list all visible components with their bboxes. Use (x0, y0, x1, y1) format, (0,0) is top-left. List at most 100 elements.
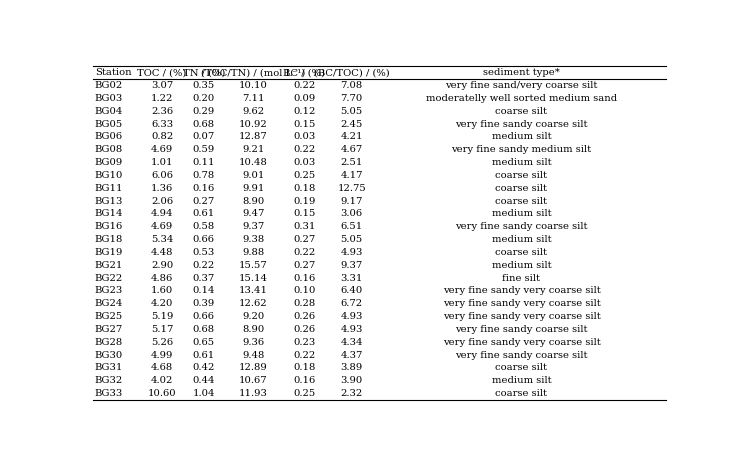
Text: 0.16: 0.16 (293, 274, 315, 282)
Text: 10.92: 10.92 (239, 119, 267, 129)
Text: 9.88: 9.88 (242, 248, 264, 257)
Text: 0.65: 0.65 (192, 338, 215, 347)
Text: 0.15: 0.15 (293, 209, 315, 219)
Text: BG27: BG27 (95, 325, 123, 334)
Text: 9.91: 9.91 (242, 184, 264, 193)
Text: 9.21: 9.21 (242, 145, 264, 154)
Text: 1.60: 1.60 (151, 286, 173, 295)
Text: 0.35: 0.35 (192, 81, 215, 90)
Text: 9.01: 9.01 (242, 171, 264, 180)
Text: 0.66: 0.66 (192, 235, 215, 244)
Text: 9.47: 9.47 (242, 209, 264, 219)
Text: 0.15: 0.15 (293, 119, 315, 129)
Text: 12.62: 12.62 (239, 299, 267, 308)
Text: 0.28: 0.28 (293, 299, 315, 308)
Text: 0.11: 0.11 (192, 158, 215, 167)
Text: 11.93: 11.93 (238, 389, 268, 398)
Text: 9.37: 9.37 (242, 222, 264, 231)
Text: 4.99: 4.99 (151, 350, 173, 360)
Text: BG04: BG04 (95, 106, 123, 116)
Text: 3.90: 3.90 (340, 376, 363, 385)
Text: BG24: BG24 (95, 299, 123, 308)
Text: 0.44: 0.44 (192, 376, 215, 385)
Text: coarse silt: coarse silt (496, 389, 548, 398)
Text: BG28: BG28 (95, 338, 123, 347)
Text: very fine sandy medium silt: very fine sandy medium silt (451, 145, 591, 154)
Text: 0.26: 0.26 (293, 325, 315, 334)
Text: 13.41: 13.41 (238, 286, 268, 295)
Text: 0.16: 0.16 (293, 376, 315, 385)
Text: 5.34: 5.34 (151, 235, 173, 244)
Text: 2.90: 2.90 (151, 261, 173, 269)
Text: coarse silt: coarse silt (496, 363, 548, 372)
Text: 3.06: 3.06 (340, 209, 363, 219)
Text: very fine sandy coarse silt: very fine sandy coarse silt (455, 119, 588, 129)
Text: 4.48: 4.48 (151, 248, 173, 257)
Text: 4.02: 4.02 (151, 376, 173, 385)
Text: 9.17: 9.17 (340, 196, 363, 206)
Text: BG08: BG08 (95, 145, 123, 154)
Text: 4.67: 4.67 (340, 145, 363, 154)
Text: 3.07: 3.07 (151, 81, 173, 90)
Text: very fine sandy very coarse silt: very fine sandy very coarse silt (443, 338, 600, 347)
Text: medium silt: medium silt (491, 235, 551, 244)
Text: moderatelly well sorted medium sand: moderatelly well sorted medium sand (426, 94, 617, 103)
Text: 0.39: 0.39 (192, 299, 215, 308)
Text: 6.33: 6.33 (151, 119, 173, 129)
Text: 0.03: 0.03 (293, 158, 315, 167)
Text: fine silt: fine silt (502, 274, 540, 282)
Text: 0.27: 0.27 (293, 235, 315, 244)
Text: 0.22: 0.22 (293, 81, 315, 90)
Text: 4.34: 4.34 (340, 338, 363, 347)
Text: BG06: BG06 (95, 132, 123, 141)
Text: 0.37: 0.37 (192, 274, 215, 282)
Text: 5.05: 5.05 (340, 235, 363, 244)
Text: very fine sand/very coarse silt: very fine sand/very coarse silt (445, 81, 598, 90)
Text: Station: Station (95, 68, 132, 77)
Text: 12.87: 12.87 (239, 132, 267, 141)
Text: 0.07: 0.07 (192, 132, 215, 141)
Text: 0.82: 0.82 (151, 132, 173, 141)
Text: 0.16: 0.16 (192, 184, 215, 193)
Text: 9.36: 9.36 (242, 338, 264, 347)
Text: 0.20: 0.20 (192, 94, 215, 103)
Text: coarse silt: coarse silt (496, 184, 548, 193)
Text: 1.04: 1.04 (192, 389, 215, 398)
Text: 4.37: 4.37 (340, 350, 363, 360)
Text: sediment type*: sediment type* (483, 68, 560, 77)
Text: 12.89: 12.89 (239, 363, 267, 372)
Text: 7.70: 7.70 (340, 94, 363, 103)
Text: 0.14: 0.14 (192, 286, 215, 295)
Text: medium silt: medium silt (491, 261, 551, 269)
Text: 0.59: 0.59 (192, 145, 215, 154)
Text: 4.86: 4.86 (151, 274, 173, 282)
Text: 2.51: 2.51 (340, 158, 363, 167)
Text: 4.69: 4.69 (151, 222, 173, 231)
Text: 7.08: 7.08 (340, 81, 363, 90)
Text: 4.20: 4.20 (151, 299, 173, 308)
Text: 9.38: 9.38 (242, 235, 264, 244)
Text: 6.72: 6.72 (340, 299, 363, 308)
Text: 6.40: 6.40 (340, 286, 363, 295)
Text: 2.32: 2.32 (340, 389, 363, 398)
Text: BG14: BG14 (95, 209, 124, 219)
Text: 12.75: 12.75 (337, 184, 366, 193)
Text: medium silt: medium silt (491, 209, 551, 219)
Text: 10.60: 10.60 (148, 389, 177, 398)
Text: BG32: BG32 (95, 376, 123, 385)
Text: 10.10: 10.10 (238, 81, 268, 90)
Text: 0.22: 0.22 (293, 350, 315, 360)
Text: very fine sandy very coarse silt: very fine sandy very coarse silt (443, 299, 600, 308)
Text: 2.06: 2.06 (151, 196, 173, 206)
Text: 4.21: 4.21 (340, 132, 363, 141)
Text: 0.66: 0.66 (192, 312, 215, 321)
Text: 15.57: 15.57 (239, 261, 267, 269)
Text: 5.19: 5.19 (151, 312, 173, 321)
Text: 9.37: 9.37 (340, 261, 363, 269)
Text: 10.48: 10.48 (238, 158, 268, 167)
Text: very fine sandy very coarse silt: very fine sandy very coarse silt (443, 312, 600, 321)
Text: 9.48: 9.48 (242, 350, 264, 360)
Text: 3.89: 3.89 (340, 363, 363, 372)
Text: BG03: BG03 (95, 94, 123, 103)
Text: BG05: BG05 (95, 119, 123, 129)
